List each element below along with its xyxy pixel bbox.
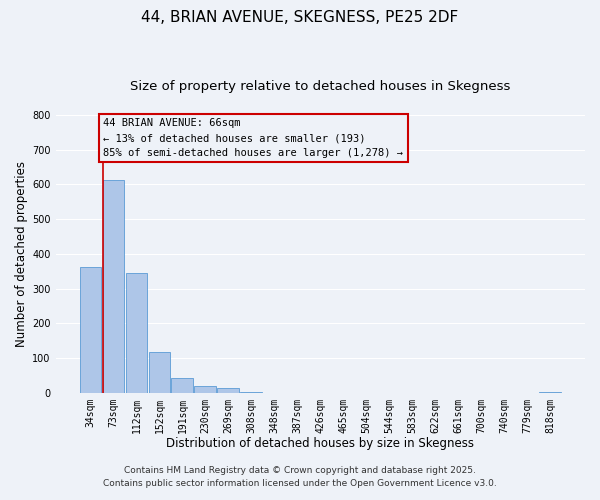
Text: 44 BRIAN AVENUE: 66sqm
← 13% of detached houses are smaller (193)
85% of semi-de: 44 BRIAN AVENUE: 66sqm ← 13% of detached… [103, 118, 403, 158]
Text: Contains HM Land Registry data © Crown copyright and database right 2025.
Contai: Contains HM Land Registry data © Crown c… [103, 466, 497, 487]
Bar [149, 352, 170, 393]
Text: 44, BRIAN AVENUE, SKEGNESS, PE25 2DF: 44, BRIAN AVENUE, SKEGNESS, PE25 2DF [142, 10, 458, 25]
X-axis label: Distribution of detached houses by size in Skegness: Distribution of detached houses by size … [166, 437, 474, 450]
Bar [172, 378, 193, 392]
Y-axis label: Number of detached properties: Number of detached properties [15, 161, 28, 347]
Bar [80, 267, 101, 392]
Bar [217, 388, 239, 392]
Bar [194, 386, 216, 392]
Bar [103, 180, 124, 392]
Title: Size of property relative to detached houses in Skegness: Size of property relative to detached ho… [130, 80, 511, 93]
Bar [125, 273, 148, 392]
